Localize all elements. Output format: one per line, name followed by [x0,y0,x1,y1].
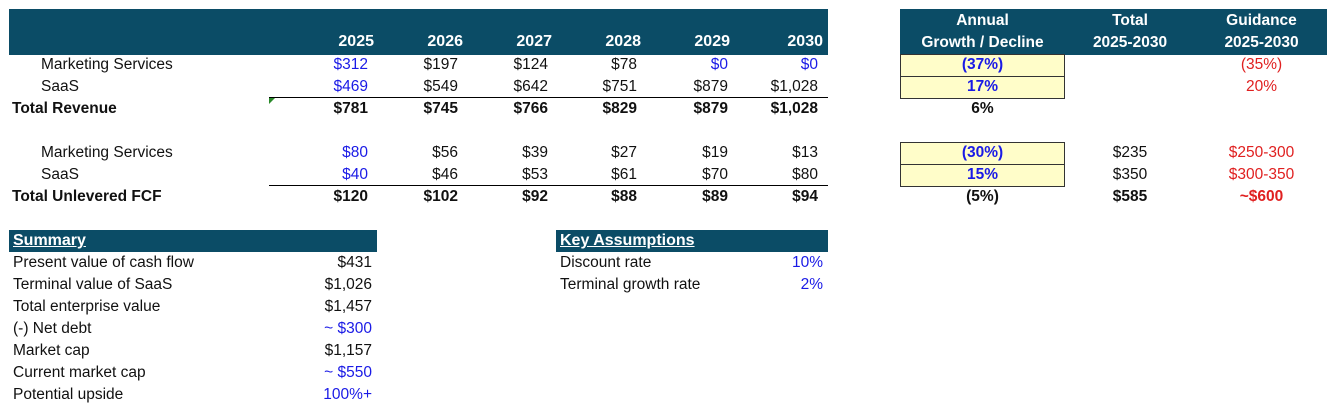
fcf-cell: $46 [432,166,458,183]
total-revenue-growth: 6% [971,100,994,117]
growth-value: (37%) [961,56,1004,73]
total-revenue-cell: $879 [693,100,728,117]
fcf-cell: $53 [522,166,548,183]
summary-label: (-) Net debt [13,320,92,337]
summary-value: $1,157 [324,342,372,359]
total-fcf-cell: $120 [333,188,368,205]
revenue-cell: $0 [710,56,728,73]
revenue-cell: $642 [513,78,548,95]
total-revenue-cell: $745 [423,100,458,117]
revenue-cell: $751 [602,78,637,95]
fcf-cell: $61 [611,166,637,183]
growth-value: (30%) [961,144,1004,161]
total-header-line1: Total [1112,12,1148,29]
assumption-label: Terminal growth rate [560,276,701,293]
summary-value: ~ $550 [324,364,372,381]
revenue-cell: $78 [611,56,637,73]
revenue-row-label: SaaS [41,78,79,95]
fcf-row-label: Marketing Services [41,144,173,161]
guidance-header-line2: 2025-2030 [1224,34,1299,51]
summary-label: Potential upside [13,386,124,403]
year-header-2026: 2026 [427,33,463,50]
total-fcf-cell: $92 [522,188,548,205]
assumptions-header-bar [556,230,828,252]
main-header-bar [9,9,828,55]
growth-header-line2: Growth / Decline [921,34,1044,51]
revenue-cell: $1,028 [770,78,818,95]
comment-marker-icon [269,98,275,104]
assumption-label: Discount rate [560,254,652,271]
year-header-2030: 2030 [787,33,823,50]
total-fcf-guidance: ~$600 [1239,188,1284,205]
fcf-cell: $13 [792,144,818,161]
total-value: $350 [1112,166,1148,183]
total-fcf-growth: (5%) [966,188,999,205]
fcf-cell: $70 [702,166,728,183]
guidance-value: 20% [1245,78,1278,95]
guidance-value: $300-350 [1228,166,1295,183]
summary-value: $1,026 [324,276,372,293]
fcf-subtotal-line [269,185,828,186]
total-revenue-cell: $781 [333,100,368,117]
revenue-cell: $469 [333,78,368,95]
total-revenue-label: Total Revenue [12,100,117,117]
summary-value: 100%+ [323,386,372,403]
revenue-row-label: Marketing Services [41,56,173,73]
total-fcf-cell: $102 [423,188,458,205]
revenue-cell: $124 [513,56,548,73]
total-fcf-cell: $88 [611,188,637,205]
total-revenue-cell: $766 [513,100,548,117]
assumptions-title: Key Assumptions [560,232,695,249]
total-fcf-label: Total Unlevered FCF [12,188,162,205]
total-value: $235 [1112,144,1148,161]
summary-title: Summary [13,232,86,249]
revenue-cell: $312 [333,56,368,73]
fcf-row-label: SaaS [41,166,79,183]
summary-value: ~ $300 [324,320,372,337]
revenue-cell: $879 [693,78,728,95]
year-header-2029: 2029 [694,33,730,50]
revenue-cell: $549 [423,78,458,95]
fcf-cell: $56 [432,144,458,161]
year-header-2025: 2025 [338,33,374,50]
growth-input-box[interactable] [900,164,1065,187]
total-revenue-cell: $1,028 [770,100,818,117]
revenue-cell: $0 [800,56,818,73]
assumption-value[interactable]: 2% [800,276,823,293]
total-fcf-cell: $89 [702,188,728,205]
growth-value: 15% [966,166,999,183]
growth-header-line1: Annual [956,12,1009,29]
year-header-2027: 2027 [516,33,552,50]
guidance-value: $250-300 [1228,144,1295,161]
guidance-value: (35%) [1240,56,1283,73]
right-header-bar [900,9,1327,55]
fcf-cell: $27 [611,144,637,161]
fcf-cell: $19 [702,144,728,161]
summary-label: Present value of cash flow [13,254,194,271]
total-revenue-cell: $829 [602,100,637,117]
fcf-cell: $40 [342,166,368,183]
total-fcf-cell: $94 [792,188,818,205]
summary-label: Total enterprise value [13,298,161,315]
summary-header-bar [9,230,377,252]
growth-value: 17% [966,78,999,95]
summary-value: $1,457 [324,298,372,315]
summary-label: Current market cap [13,364,146,381]
summary-label: Terminal value of SaaS [13,276,173,293]
assumption-value[interactable]: 10% [791,254,823,271]
fcf-cell: $80 [792,166,818,183]
growth-input-box[interactable] [900,76,1065,99]
fcf-cell: $39 [522,144,548,161]
summary-label: Market cap [13,342,90,359]
revenue-subtotal-line [269,97,828,98]
revenue-cell: $197 [423,56,458,73]
year-header-2028: 2028 [605,33,641,50]
guidance-header-line1: Guidance [1226,12,1297,29]
summary-value: $431 [337,254,372,271]
fcf-cell: $80 [342,144,368,161]
total-header-line2: 2025-2030 [1092,34,1168,51]
total-fcf-total: $585 [1112,188,1148,205]
